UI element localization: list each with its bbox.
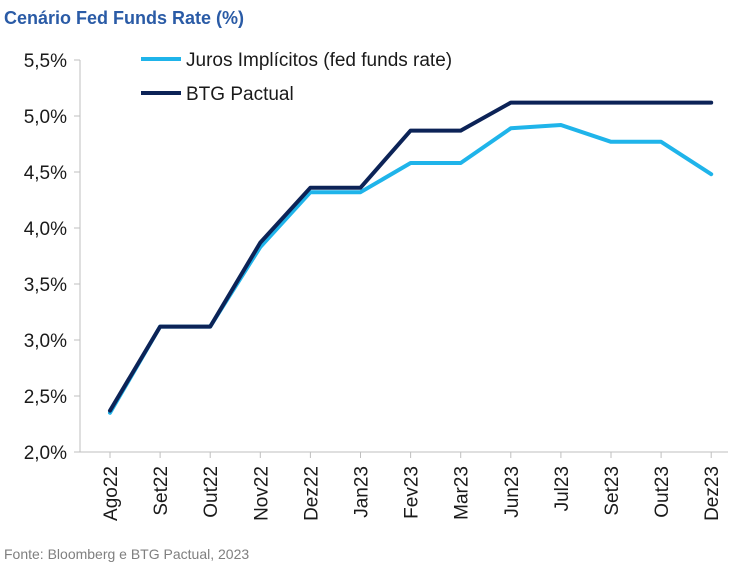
x-tick-label: Jul23 — [552, 466, 573, 511]
y-tick-label: 3,5% — [24, 275, 67, 296]
chart-title: Cenário Fed Funds Rate (%) — [4, 8, 245, 28]
x-tick-label: Set23 — [602, 466, 623, 516]
y-tick-label: 2,5% — [24, 387, 67, 408]
x-tick-label: Jun23 — [502, 466, 523, 518]
legend-label-1: BTG Pactual — [186, 84, 294, 105]
y-tick-label: 5,0% — [24, 107, 67, 128]
x-axis: Ago22 Set22 Out22 Nov22 Dez22 Jan23 Fev23 Mar23… — [80, 451, 728, 521]
x-tick-label: Ago22 — [101, 466, 122, 521]
series-line-0 — [108, 123, 714, 415]
y-tick-label: 4,5% — [24, 163, 67, 184]
x-tick-label: Dez22 — [301, 466, 322, 521]
x-tick-label: Out23 — [652, 466, 673, 518]
series-line-1 — [108, 100, 714, 413]
series-lines — [108, 100, 714, 415]
x-tick-label: Jan23 — [352, 466, 373, 518]
x-tick-label: Nov22 — [251, 466, 272, 521]
y-tick-label: 5,5% — [24, 51, 67, 72]
x-tick-label: Out22 — [201, 466, 222, 518]
y-tick-label: 4,0% — [24, 219, 67, 240]
x-tick-label: Dez23 — [702, 466, 723, 521]
source-note: Fonte: Bloomberg e BTG Pactual, 2023 — [4, 546, 250, 562]
x-tick-label: Mar23 — [452, 466, 473, 520]
y-tick-label: 2,0% — [24, 443, 67, 464]
legend-label-0: Juros Implícitos (fed funds rate) — [186, 50, 452, 71]
y-tick-label: 3,0% — [24, 331, 67, 352]
x-tick-label: Fev23 — [402, 466, 423, 519]
y-axis: 5,5% 5,0% 4,5% 4,0% 3,5% 3,0% 2,5% 2,0% — [24, 51, 81, 464]
legend: Juros Implícitos (fed funds rate) BTG Pac… — [141, 50, 452, 105]
x-tick-label: Set22 — [151, 466, 172, 516]
